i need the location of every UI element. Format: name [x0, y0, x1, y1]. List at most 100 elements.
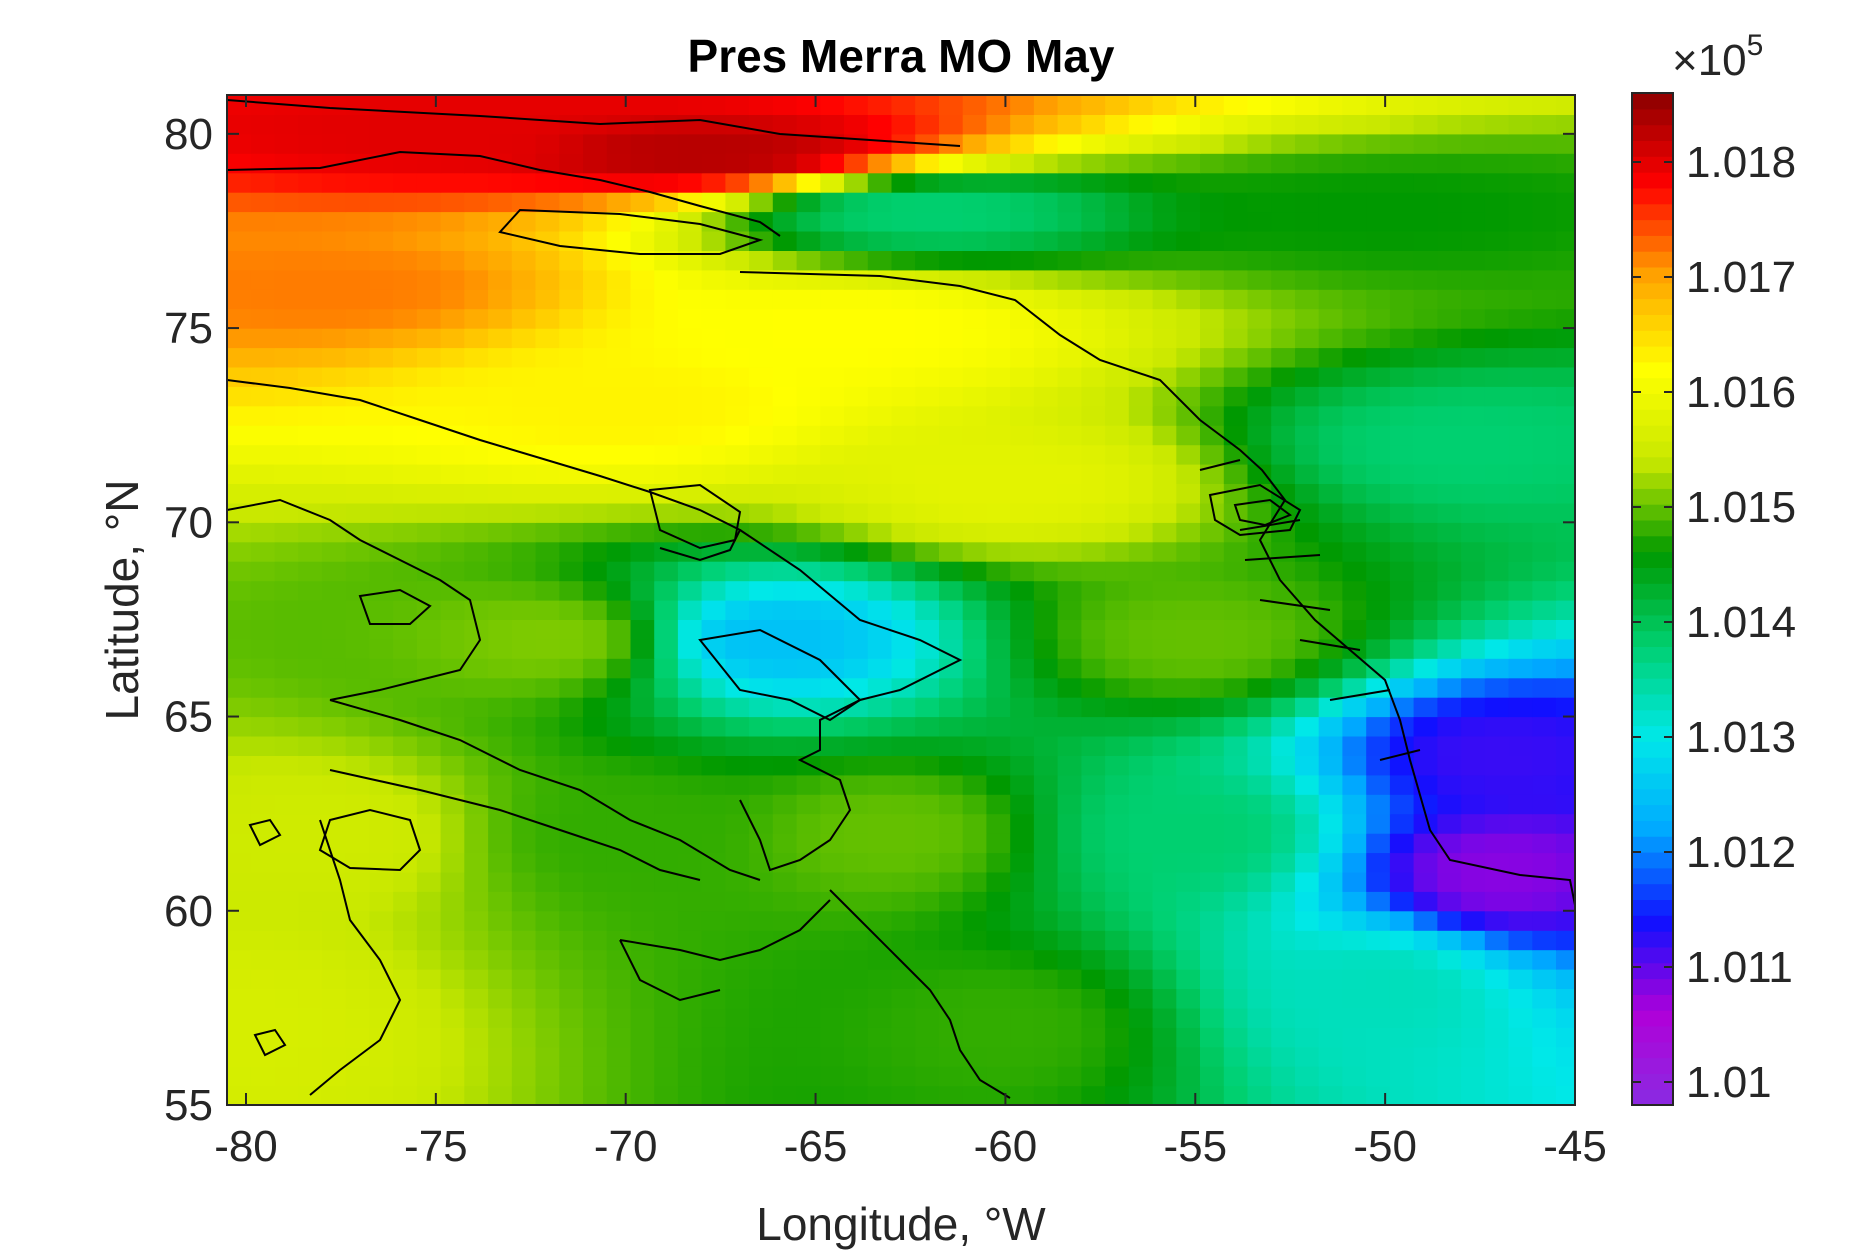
heatmap-cell	[677, 716, 703, 737]
heatmap-cell	[559, 561, 584, 582]
x-axis-label: Longitude, °W	[756, 1198, 1046, 1250]
heatmap-cell	[1081, 949, 1106, 970]
heatmap-cell	[1366, 444, 1391, 465]
heatmap-cell	[274, 541, 299, 562]
heatmap-cell	[1200, 736, 1225, 756]
heatmap-cell	[1152, 638, 1177, 659]
heatmap-cell	[227, 658, 252, 679]
heatmap-cell	[867, 852, 893, 873]
heatmap-cell	[1508, 949, 1533, 970]
heatmap-cell	[796, 600, 821, 620]
heatmap-cell	[559, 386, 584, 407]
heatmap-cell	[1128, 464, 1154, 484]
heatmap-cell	[1318, 774, 1343, 795]
heatmap-cell	[820, 444, 845, 465]
heatmap-cell	[1556, 308, 1575, 329]
heatmap-cell	[1461, 386, 1486, 407]
heatmap-cell	[321, 211, 347, 232]
heatmap-cell	[1010, 405, 1035, 426]
heatmap-cell	[701, 250, 726, 271]
heatmap-cell	[1461, 483, 1486, 504]
heatmap-cell	[1128, 677, 1154, 698]
heatmap-cell	[440, 697, 465, 718]
heatmap-cell	[1437, 114, 1462, 135]
heatmap-cell	[772, 891, 798, 912]
heatmap-cell	[844, 774, 869, 795]
heatmap-cell	[416, 231, 442, 251]
heatmap-cell	[250, 910, 275, 931]
heatmap-cell	[1532, 1085, 1557, 1105]
heatmap-cell	[1413, 949, 1438, 970]
heatmap-cell	[321, 464, 347, 484]
heatmap-cell	[298, 289, 323, 310]
heatmap-cell	[583, 736, 608, 756]
heatmap-cell	[1413, 658, 1438, 679]
heatmap-cell	[440, 153, 465, 174]
heatmap-cell	[298, 561, 323, 582]
heatmap-cell	[915, 774, 940, 795]
heatmap-cell	[416, 366, 442, 387]
heatmap-cell	[1508, 580, 1533, 601]
heatmap-cell	[464, 658, 489, 679]
heatmap-cell	[1484, 133, 1510, 154]
heatmap-cell	[1271, 988, 1296, 1009]
heatmap-cell	[725, 930, 750, 951]
x-tick-label: -80	[214, 1122, 278, 1171]
heatmap-cell	[1461, 347, 1486, 368]
heatmap-cell	[1461, 1027, 1486, 1048]
heatmap-cell	[1413, 133, 1438, 154]
heatmap-cell	[654, 813, 679, 834]
heatmap-cell	[1461, 192, 1486, 213]
heatmap-cell	[1033, 172, 1059, 193]
heatmap-cell	[1508, 619, 1533, 640]
heatmap-cell	[1413, 852, 1438, 873]
heatmap-cell	[1010, 774, 1035, 795]
heatmap-cell	[583, 813, 608, 834]
heatmap-cell	[1200, 328, 1225, 349]
heatmap-cell	[915, 250, 940, 271]
heatmap-cell	[535, 425, 560, 446]
heatmap-cell	[1152, 1007, 1177, 1028]
heatmap-cell	[654, 211, 679, 232]
heatmap-cell	[1508, 308, 1533, 329]
heatmap-cell	[559, 619, 584, 640]
heatmap-cell	[1128, 1066, 1154, 1087]
heatmap-cell	[677, 910, 703, 931]
heatmap-cell	[369, 153, 394, 174]
heatmap-cell	[321, 755, 347, 776]
heatmap-cell	[227, 464, 252, 484]
heatmap-cell	[535, 1066, 560, 1087]
heatmap-cell	[1271, 736, 1296, 756]
heatmap-cell	[559, 600, 584, 620]
heatmap-cell	[630, 1046, 655, 1067]
heatmap-cell	[749, 366, 774, 387]
heatmap-cell	[1033, 347, 1059, 368]
heatmap-cell	[1342, 502, 1367, 523]
heatmap-cell	[1057, 95, 1082, 115]
heatmap-cell	[867, 949, 893, 970]
heatmap-cell	[511, 366, 537, 387]
heatmap-cell	[440, 95, 465, 115]
heatmap-cell	[1389, 153, 1415, 174]
heatmap-cell	[1318, 133, 1343, 154]
heatmap-cell	[274, 328, 299, 349]
heatmap-cell	[345, 1027, 370, 1048]
heatmap-cell	[820, 405, 845, 426]
heatmap-cell	[1318, 658, 1343, 679]
heatmap-cell	[915, 114, 940, 135]
heatmap-cell	[891, 211, 916, 232]
heatmap-cell	[393, 891, 418, 912]
heatmap-cell	[1271, 580, 1296, 601]
heatmap-cell	[1556, 794, 1575, 815]
heatmap-cell	[1413, 483, 1438, 504]
heatmap-cell	[1413, 211, 1438, 232]
heatmap-cell	[1176, 930, 1201, 951]
heatmap-cell	[1247, 619, 1272, 640]
heatmap-cell	[915, 308, 940, 329]
heatmap-cell	[654, 347, 679, 368]
heatmap-cell	[1461, 910, 1486, 931]
heatmap-cell	[227, 1007, 252, 1028]
heatmap-cell	[1247, 328, 1272, 349]
heatmap-cell	[1437, 386, 1462, 407]
heatmap-cell	[274, 638, 299, 659]
